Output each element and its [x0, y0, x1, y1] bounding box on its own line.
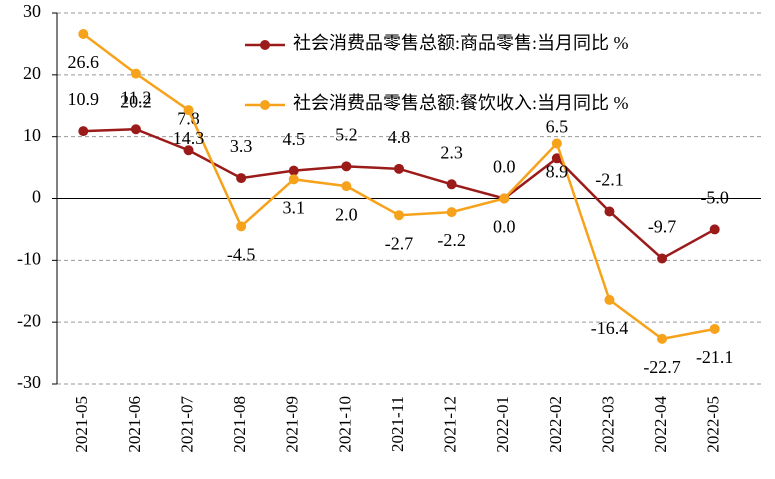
data-label: -2.1: [595, 170, 624, 190]
point: [236, 221, 247, 232]
point: [657, 333, 668, 344]
y-tick-label: 0: [32, 187, 41, 207]
x-tick-label: 2022-05: [704, 396, 723, 453]
data-label: 3.3: [230, 136, 253, 156]
x-tick-label: 2021-06: [125, 396, 144, 453]
data-label: 5.2: [335, 124, 358, 144]
data-label: 3.1: [283, 197, 306, 217]
data-label: 0.0: [493, 157, 516, 177]
legend-marker: [260, 40, 270, 50]
point: [130, 68, 141, 79]
data-label: 10.9: [68, 89, 100, 109]
point: [657, 253, 668, 264]
y-tick-label: 30: [23, 1, 41, 21]
point: [394, 163, 404, 174]
y-tick-label: -30: [17, 372, 41, 392]
x-tick-label: 2021-10: [335, 396, 354, 453]
data-label: 11.2: [121, 87, 152, 107]
x-tick-label: 2022-04: [651, 396, 670, 453]
legend-label: 社会消费品零售总额:商品零售:当月同比 %: [293, 33, 629, 53]
data-label: 20.2: [120, 92, 152, 112]
data-label: 4.5: [283, 129, 306, 149]
point: [78, 126, 89, 137]
data-label: 2.3: [440, 142, 463, 162]
point: [604, 206, 615, 217]
data-label: -2.2: [437, 230, 466, 250]
y-tick-label: 20: [23, 63, 41, 83]
y-tick-label: -10: [17, 248, 41, 268]
point: [183, 105, 194, 116]
y-tick-label: 10: [23, 125, 41, 145]
x-tick-label: 2021-11: [388, 396, 407, 452]
point: [709, 323, 720, 334]
data-label: -4.5: [227, 244, 256, 264]
data-label: 8.9: [546, 162, 569, 182]
point: [446, 179, 457, 190]
point: [236, 173, 247, 184]
point: [499, 193, 510, 204]
x-tick-label: 2021-09: [283, 396, 302, 453]
data-label: 0.0: [493, 217, 516, 237]
legend-marker: [260, 100, 270, 110]
x-tick-label: 2021-08: [230, 396, 249, 453]
point: [394, 210, 404, 221]
point: [551, 153, 562, 164]
point: [709, 224, 720, 235]
point: [183, 145, 194, 156]
point: [288, 165, 299, 176]
x-tick-label: 2021-07: [177, 396, 196, 453]
data-label: 4.8: [388, 127, 411, 147]
data-label: -9.7: [648, 217, 677, 237]
point: [604, 294, 615, 305]
data-label: 14.3: [173, 128, 205, 148]
data-label: -22.7: [643, 357, 681, 377]
x-tick-label: 2022-01: [493, 396, 512, 453]
point: [288, 174, 299, 185]
point: [446, 207, 457, 218]
data-label: -2.7: [385, 233, 414, 253]
data-label: 26.6: [68, 52, 100, 72]
y-tick-label: -20: [17, 310, 41, 330]
data-label: -21.1: [696, 347, 734, 367]
data-label: 2.0: [335, 204, 358, 224]
point: [341, 181, 352, 192]
data-label: 6.5: [546, 116, 569, 136]
data-label: -16.4: [591, 318, 629, 338]
legend-label: 社会消费品零售总额:餐饮收入:当月同比 %: [293, 93, 629, 113]
x-tick-label: 2021-12: [441, 396, 460, 453]
x-tick-label: 2021-05: [72, 396, 91, 453]
point: [341, 161, 352, 172]
point: [551, 138, 562, 149]
point: [130, 124, 141, 135]
x-tick-label: 2022-02: [546, 396, 565, 453]
x-tick-label: 2022-03: [598, 396, 617, 453]
point: [78, 29, 89, 40]
data-label: -5.0: [700, 188, 729, 208]
